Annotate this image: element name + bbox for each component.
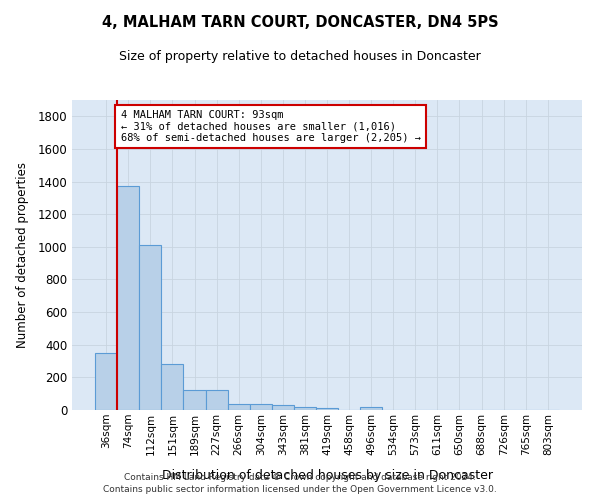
Bar: [206, 390, 227, 410]
Bar: [316, 408, 338, 410]
Bar: [227, 404, 250, 410]
Bar: [95, 353, 117, 410]
Bar: [161, 364, 184, 410]
Bar: [184, 390, 206, 410]
Y-axis label: Number of detached properties: Number of detached properties: [16, 162, 29, 348]
Text: Contains public sector information licensed under the Open Government Licence v3: Contains public sector information licen…: [103, 484, 497, 494]
Text: Size of property relative to detached houses in Doncaster: Size of property relative to detached ho…: [119, 50, 481, 63]
Bar: [117, 186, 139, 410]
Bar: [139, 245, 161, 410]
Text: 4 MALHAM TARN COURT: 93sqm
← 31% of detached houses are smaller (1,016)
68% of s: 4 MALHAM TARN COURT: 93sqm ← 31% of deta…: [121, 110, 421, 143]
Bar: [272, 405, 294, 410]
Bar: [360, 406, 382, 410]
Bar: [250, 404, 272, 410]
Text: 4, MALHAM TARN COURT, DONCASTER, DN4 5PS: 4, MALHAM TARN COURT, DONCASTER, DN4 5PS: [101, 15, 499, 30]
Text: Contains HM Land Registry data © Crown copyright and database right 2024.: Contains HM Land Registry data © Crown c…: [124, 473, 476, 482]
X-axis label: Distribution of detached houses by size in Doncaster: Distribution of detached houses by size …: [161, 469, 493, 482]
Bar: [294, 406, 316, 410]
